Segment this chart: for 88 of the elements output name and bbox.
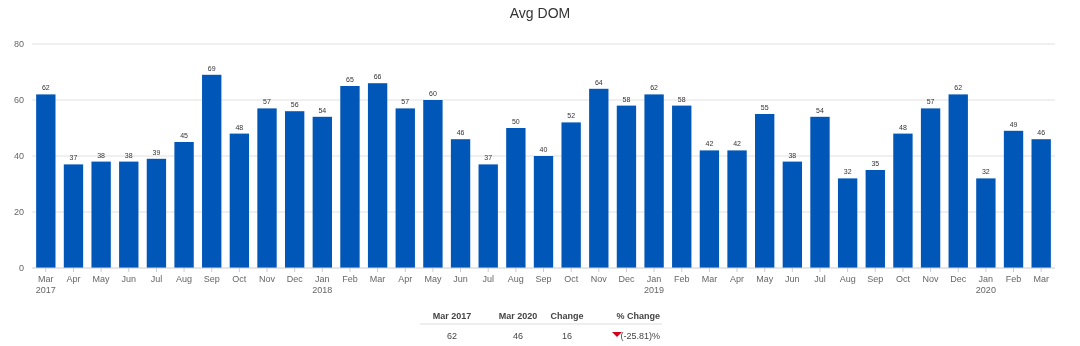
bar: [865, 170, 885, 268]
bar: [36, 94, 56, 268]
x-tick-label: Jul: [814, 274, 826, 284]
bar: [450, 139, 471, 268]
bar: [202, 74, 222, 268]
x-tick-label: Jan 2020: [975, 274, 996, 295]
text: % Change: [616, 311, 660, 321]
x-tick-label: Apr: [730, 274, 745, 284]
bar: [699, 150, 720, 268]
bar: [91, 161, 111, 268]
bar: [1003, 130, 1024, 268]
bar: [1031, 139, 1051, 268]
y-tick-label: 20: [13, 207, 24, 217]
text: Change: [550, 311, 584, 321]
x-tick-label: Dec: [950, 274, 967, 284]
x-tick-label: Jan 2019: [644, 274, 665, 295]
y-tick-label: 60: [13, 95, 24, 105]
x-tick-label: Nov: [590, 274, 608, 284]
x-tick-label: Jul: [150, 274, 163, 284]
bar: [561, 122, 581, 268]
x-tick-label: Apr: [66, 274, 81, 284]
bar: [782, 161, 803, 268]
x-tick-label: Jun: [453, 274, 468, 284]
x-tick-label: Feb: [1005, 274, 1022, 284]
x-tick-label: Aug: [839, 274, 856, 284]
bar: [284, 111, 305, 268]
text: (-25.81)%: [620, 331, 660, 341]
bar: [478, 164, 498, 268]
x-tick-label: Nov: [922, 274, 940, 284]
bar: [146, 158, 167, 268]
bar: [340, 86, 360, 268]
x-tick-label: Nov: [259, 274, 276, 284]
x-tick-label: Jan 2018: [312, 274, 333, 295]
bar: [727, 150, 747, 268]
x-tick-label: May: [424, 274, 442, 284]
bar: [312, 116, 332, 268]
x-tick-label: Sep: [535, 274, 552, 284]
x-tick-label: Dec: [286, 274, 304, 284]
x-tick-label: Feb: [342, 274, 358, 284]
x-tick-label: Jun: [121, 274, 137, 284]
x-tick-label: Dec: [618, 274, 635, 284]
chart-title: Avg DOM: [509, 5, 571, 21]
x-tick-label: Apr: [398, 274, 413, 284]
bar: [810, 116, 830, 268]
text: Mar 2020: [498, 311, 538, 321]
bar: [837, 178, 858, 268]
bar: [672, 105, 692, 268]
text: 16: [561, 331, 573, 341]
y-tick-label: 40: [13, 151, 24, 161]
bar: [948, 94, 968, 268]
x-tick-label: Aug: [507, 274, 524, 284]
bar: [533, 156, 554, 268]
bar: [423, 100, 443, 268]
x-tick-label: Oct: [564, 274, 579, 284]
bar: [755, 114, 775, 268]
text: 46: [512, 331, 524, 341]
bar: [119, 161, 139, 268]
bar: [976, 178, 996, 268]
x-tick-label: Jun: [785, 274, 800, 284]
bar: [367, 83, 388, 268]
x-tick-label: Aug: [176, 274, 193, 284]
x-tick-label: May: [756, 274, 774, 284]
bar: [616, 105, 637, 268]
bar: [589, 88, 609, 268]
x-tick-label: Sep: [867, 274, 884, 284]
x-tick-label: Oct: [895, 274, 911, 284]
bar: [257, 108, 277, 268]
bar: [63, 164, 84, 268]
bar: [644, 94, 664, 268]
x-tick-label: Mar: [1033, 274, 1049, 284]
text: Mar 2017: [432, 311, 472, 321]
bar: [893, 133, 913, 268]
x-tick-label: Mar: [369, 274, 386, 284]
bar: [229, 133, 250, 268]
x-tick-label: Oct: [232, 274, 247, 284]
bar: [174, 142, 194, 268]
x-tick-label: Feb: [673, 274, 690, 284]
y-tick-label: 0: [18, 263, 24, 273]
bar: [506, 128, 526, 268]
y-tick-label: 80: [13, 39, 24, 49]
bar: [920, 108, 941, 268]
x-tick-label: Jul: [482, 274, 494, 284]
text: 62: [446, 331, 458, 341]
x-tick-label: May: [92, 274, 111, 284]
x-tick-label: Mar 2017: [35, 274, 56, 295]
x-tick-label: Sep: [203, 274, 220, 284]
bar: [395, 108, 415, 268]
x-tick-label: Mar: [701, 274, 718, 284]
